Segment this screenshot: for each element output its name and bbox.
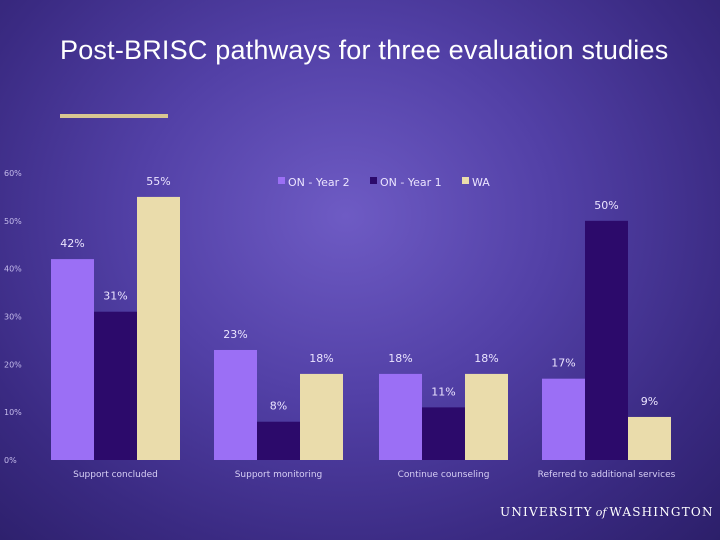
bar bbox=[422, 407, 465, 460]
bar bbox=[379, 373, 422, 460]
bar bbox=[51, 259, 94, 460]
bar bbox=[137, 196, 180, 460]
legend-label: WA bbox=[472, 176, 490, 189]
bar-data-label: 18% bbox=[474, 352, 498, 365]
bar bbox=[585, 220, 628, 460]
bar-data-label: 9% bbox=[641, 395, 658, 408]
y-tick-label: 30% bbox=[4, 313, 22, 322]
legend-label: ON - Year 1 bbox=[380, 176, 442, 189]
legend-label: ON - Year 2 bbox=[288, 176, 350, 189]
logo-word-university: UNIVERSITY bbox=[500, 505, 593, 519]
logo-word-washington: WASHINGTON bbox=[609, 505, 714, 519]
chart-legend: ON - Year 2 ON - Year 1 WA bbox=[278, 176, 490, 189]
bar-data-label: 8% bbox=[270, 400, 287, 413]
y-tick-label: 50% bbox=[4, 217, 22, 226]
y-tick-label: 60% bbox=[4, 169, 22, 178]
legend-item: WA bbox=[462, 176, 490, 189]
bar bbox=[628, 416, 671, 460]
bar-data-label: 17% bbox=[551, 357, 575, 370]
bar bbox=[300, 373, 343, 460]
title-underline bbox=[60, 114, 168, 118]
bar-data-label: 18% bbox=[388, 352, 412, 365]
logo-word-of: of bbox=[595, 506, 607, 519]
slide-title: Post-BRISC pathways for three evaluation… bbox=[60, 35, 669, 65]
bar-groups: 42% 31% 55% 23% 8% 18% 18% 11% 18% 17% 50% 9% bbox=[51, 175, 671, 460]
category-axis: Support concluded Support monitoring Conti… bbox=[73, 470, 675, 480]
university-logo: UNIVERSITY of WASHINGTON bbox=[500, 505, 712, 519]
y-tick-label: 0% bbox=[4, 456, 17, 465]
category-label: Support monitoring bbox=[235, 470, 323, 480]
bar-group: 42% 31% 55% bbox=[51, 175, 180, 460]
legend-swatch bbox=[370, 177, 377, 184]
legend-swatch bbox=[278, 177, 285, 184]
bar bbox=[214, 349, 257, 460]
legend-item: ON - Year 2 bbox=[278, 176, 350, 189]
bar-group: 18% 11% 18% bbox=[379, 352, 508, 460]
bar-data-label: 11% bbox=[431, 385, 455, 398]
bar-data-label: 50% bbox=[594, 199, 618, 212]
bar bbox=[465, 373, 508, 460]
legend-swatch bbox=[462, 177, 469, 184]
category-label: Referred to additional services bbox=[538, 470, 676, 480]
bar bbox=[257, 421, 300, 460]
bar bbox=[94, 311, 137, 460]
y-tick-label: 20% bbox=[4, 360, 22, 369]
legend-item: ON - Year 1 bbox=[370, 176, 442, 189]
bar-data-label: 55% bbox=[146, 175, 170, 188]
bar-chart: 0%10%20%30%40%50%60% 42%31%55%23%8%18% 18… bbox=[4, 169, 676, 480]
bar-data-label: 31% bbox=[103, 290, 127, 303]
y-axis: 0% 10% 20% 30% 40% 50% 60% bbox=[4, 169, 22, 465]
bar-data-label: 23% bbox=[223, 328, 247, 341]
bar-group: 23% 8% 18% bbox=[214, 328, 343, 460]
bar-group: 17% 50% 9% bbox=[542, 199, 671, 460]
bar-data-label: 18% bbox=[309, 352, 333, 365]
bar bbox=[542, 378, 585, 460]
bar-data-label: 42% bbox=[60, 237, 84, 250]
category-label: Support concluded bbox=[73, 470, 158, 480]
category-label: Continue counseling bbox=[398, 470, 490, 480]
y-tick-label: 10% bbox=[4, 408, 22, 417]
y-tick-label: 40% bbox=[4, 265, 22, 274]
